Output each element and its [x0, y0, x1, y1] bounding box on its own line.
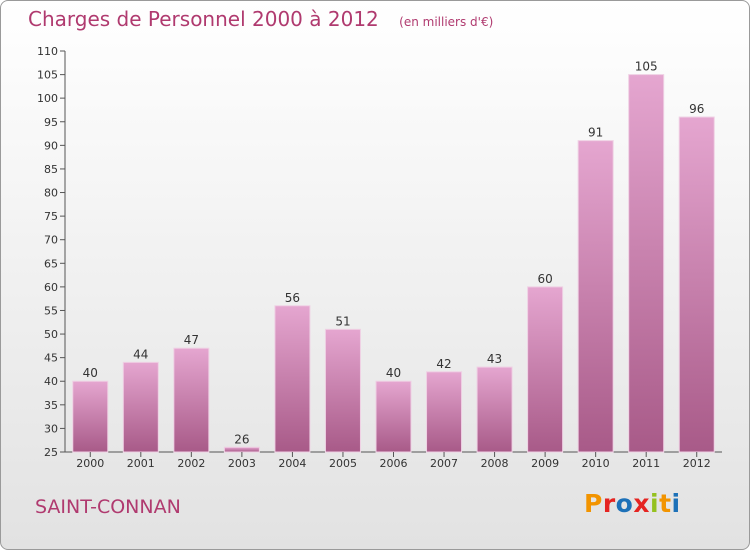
x-tick-label: 2005: [329, 457, 357, 470]
bar: [274, 305, 311, 453]
y-tick-label: 95: [44, 116, 58, 129]
logo-letter: i: [650, 489, 660, 518]
bar: [527, 286, 564, 453]
bar: [678, 116, 715, 453]
bar-value-label: 51: [335, 314, 350, 328]
y-tick-label: 40: [44, 375, 58, 388]
x-tick-label: 2007: [430, 457, 458, 470]
chart-unit-subtitle: (en milliers d'€): [399, 15, 494, 29]
y-tick-label: 35: [44, 399, 58, 412]
logo-letter: r: [602, 489, 616, 518]
bar: [426, 371, 463, 453]
commune-name: SAINT-CONNAN: [35, 496, 181, 518]
logo-letter: P: [584, 489, 603, 518]
bar: [72, 380, 109, 453]
bar-value-label: 40: [83, 366, 98, 380]
x-tick-label: 2012: [683, 457, 711, 470]
y-tick-label: 70: [44, 234, 58, 247]
y-tick-label: 60: [44, 281, 58, 294]
bar-value-label: 26: [234, 432, 249, 446]
x-tick-label: 2002: [177, 457, 205, 470]
y-tick-label: 65: [44, 257, 58, 270]
y-tick-label: 50: [44, 328, 58, 341]
logo-letter: i: [671, 489, 681, 518]
bar-value-label: 47: [184, 333, 199, 347]
bar: [577, 140, 614, 453]
y-tick-label: 85: [44, 163, 58, 176]
logo-letter: o: [615, 489, 634, 518]
bar-value-label: 96: [689, 102, 704, 116]
bar-value-label: 42: [436, 357, 451, 371]
bar-value-label: 91: [588, 126, 603, 140]
bar-value-label: 60: [537, 272, 552, 286]
x-tick-label: 2006: [380, 457, 408, 470]
bar-value-label: 105: [635, 60, 658, 74]
bar: [122, 361, 159, 453]
bar-value-label: 44: [133, 347, 148, 361]
y-tick-label: 55: [44, 304, 58, 317]
y-tick-label: 110: [37, 45, 58, 58]
x-tick-label: 2003: [228, 457, 256, 470]
y-tick-label: 80: [44, 187, 58, 200]
bar: [476, 366, 513, 453]
chart-title-text: Charges de Personnel 2000 à 2012: [28, 7, 379, 31]
y-tick-label: 105: [37, 69, 58, 82]
x-tick-label: 2004: [278, 457, 306, 470]
x-tick-label: 2009: [531, 457, 559, 470]
x-tick-label: 2011: [632, 457, 660, 470]
bar: [223, 446, 260, 453]
bar-value-label: 56: [285, 291, 300, 305]
y-tick-label: 75: [44, 210, 58, 223]
y-tick-label: 90: [44, 139, 58, 152]
bar: [324, 328, 361, 453]
y-tick-label: 25: [44, 446, 58, 459]
proxiti-logo: Proxiti: [584, 489, 681, 518]
logo-letter: t: [659, 489, 672, 518]
y-tick-label: 45: [44, 352, 58, 365]
x-tick-label: 2010: [582, 457, 610, 470]
x-tick-label: 2008: [481, 457, 509, 470]
y-tick-label: 100: [37, 92, 58, 105]
y-tick-label: 30: [44, 422, 58, 435]
logo-letter: x: [633, 489, 650, 518]
bar: [375, 380, 412, 453]
bar: [173, 347, 210, 453]
bar: [628, 74, 665, 453]
bar-value-label: 43: [487, 352, 502, 366]
x-tick-label: 2001: [127, 457, 155, 470]
x-tick-label: 2000: [76, 457, 104, 470]
bar-value-label: 40: [386, 366, 401, 380]
chart-title: Charges de Personnel 2000 à 2012 (en mil…: [28, 7, 493, 31]
